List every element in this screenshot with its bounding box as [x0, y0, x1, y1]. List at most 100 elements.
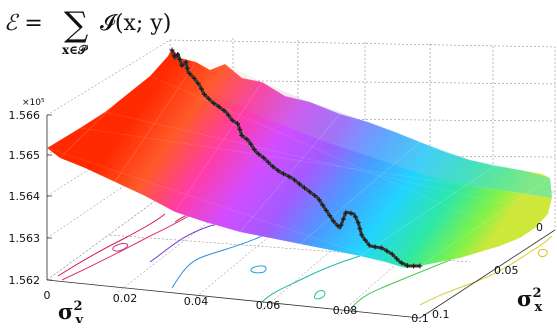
- path-marker: [362, 237, 368, 243]
- path-marker: [244, 136, 250, 142]
- y-tick-labels: 0 0.02 0.04 0.06 0.08 0.1: [44, 289, 429, 325]
- path-marker: [261, 155, 267, 161]
- x-tick-label: 0: [536, 221, 543, 234]
- path-marker: [378, 245, 384, 251]
- path-marker: [366, 242, 372, 248]
- path-marker: [195, 80, 201, 86]
- path-marker: [301, 185, 307, 191]
- path-marker: [275, 168, 281, 173]
- path-marker: [179, 62, 185, 68]
- path-marker: [265, 159, 271, 165]
- path-marker: [211, 100, 217, 106]
- optimization-path: [169, 47, 423, 269]
- path-marker: [191, 75, 197, 81]
- path-marker: [389, 251, 395, 257]
- path-marker: [235, 121, 241, 127]
- path-marker: [183, 59, 189, 65]
- y-axis-label: σ2 y: [58, 299, 84, 323]
- path-marker: [307, 189, 313, 195]
- path-marker: [286, 174, 292, 180]
- y-tick-label: 0.06: [256, 299, 281, 312]
- y-tick-label: 0.04: [184, 295, 209, 308]
- path-marker: [312, 193, 318, 199]
- title-sum: ∑: [64, 5, 88, 45]
- path-marker: [394, 256, 400, 262]
- path-marker: [237, 126, 243, 132]
- path-marker: [175, 52, 181, 58]
- surface-patch: [46, 47, 553, 269]
- title-rhs: 𝓘(x; y): [100, 11, 171, 36]
- x-tick-label: 0.05: [494, 264, 519, 277]
- title-lhs: ℰ =: [4, 11, 43, 36]
- path-marker: [399, 260, 405, 266]
- contour-line: [313, 290, 326, 300]
- path-markers: [169, 47, 423, 269]
- path-marker: [316, 197, 322, 203]
- contour-line: [57, 213, 166, 277]
- z-tick-label: 1.565: [9, 149, 41, 162]
- z-tick-label: 1.562: [9, 274, 41, 287]
- path-marker: [270, 164, 276, 170]
- path-marker: [357, 226, 363, 232]
- path-marker: [323, 207, 329, 213]
- path-marker: [372, 244, 378, 250]
- x-axis-line: [419, 229, 556, 319]
- contour-line: [112, 243, 129, 252]
- path-marker: [320, 202, 326, 208]
- z-exponent-label: ×10⁵: [22, 98, 45, 108]
- path-marker: [340, 216, 346, 222]
- contour-line: [419, 235, 553, 306]
- y-tick-label: 0.02: [113, 292, 138, 305]
- path-marker: [201, 91, 207, 97]
- surface: [46, 47, 553, 269]
- path-marker: [206, 96, 212, 102]
- z-tick-label: 1.564: [9, 190, 41, 203]
- axes: [46, 114, 556, 319]
- contour-line: [537, 249, 548, 257]
- path-marker: [343, 210, 349, 216]
- path-marker: [184, 65, 190, 71]
- path-marker: [198, 86, 204, 92]
- y-tick-label: 0.08: [333, 304, 358, 317]
- z-tick-label: 1.563: [9, 232, 41, 245]
- y-tick-label: 0: [44, 289, 51, 302]
- path-marker: [248, 141, 254, 147]
- path-marker: [352, 214, 358, 220]
- path-marker: [335, 223, 341, 229]
- y-axis-line: [46, 279, 421, 319]
- path-marker: [216, 104, 222, 110]
- path-marker: [225, 112, 231, 118]
- path-marker: [404, 263, 410, 269]
- surface-mesh: [46, 75, 553, 269]
- path-marker: [169, 47, 175, 53]
- x-axis-label: σ2 x: [517, 286, 543, 315]
- path-marker: [348, 210, 354, 216]
- contour-line: [61, 209, 201, 281]
- path-marker: [359, 232, 365, 238]
- path-marker: [177, 56, 183, 62]
- path-marker: [171, 53, 177, 59]
- z-tick-labels: 1.566 1.565 1.564 1.563 1.562 ×10⁵: [9, 98, 45, 287]
- path-marker: [291, 177, 297, 183]
- chart-title: ℰ = ∑ x∈𝒫 𝓘(x; y): [4, 5, 171, 57]
- path-marker: [221, 108, 227, 114]
- contour-line: [250, 265, 267, 274]
- path-marker: [187, 71, 193, 77]
- path-marker: [338, 222, 344, 228]
- path-marker: [229, 117, 235, 123]
- path-marker: [355, 220, 361, 226]
- path-marker: [384, 248, 390, 254]
- x-tick-label: 0.1: [432, 308, 450, 321]
- path-marker: [251, 146, 257, 152]
- surface-mesh: [59, 47, 551, 267]
- path-marker: [239, 133, 245, 139]
- path-marker: [330, 218, 336, 224]
- path-marker: [327, 213, 333, 219]
- y-tick-label: 0.1: [411, 312, 429, 323]
- contour-line: [349, 251, 471, 311]
- path-marker: [411, 263, 417, 269]
- title-subscript: x∈𝒫: [62, 43, 89, 57]
- path-marker: [256, 151, 262, 157]
